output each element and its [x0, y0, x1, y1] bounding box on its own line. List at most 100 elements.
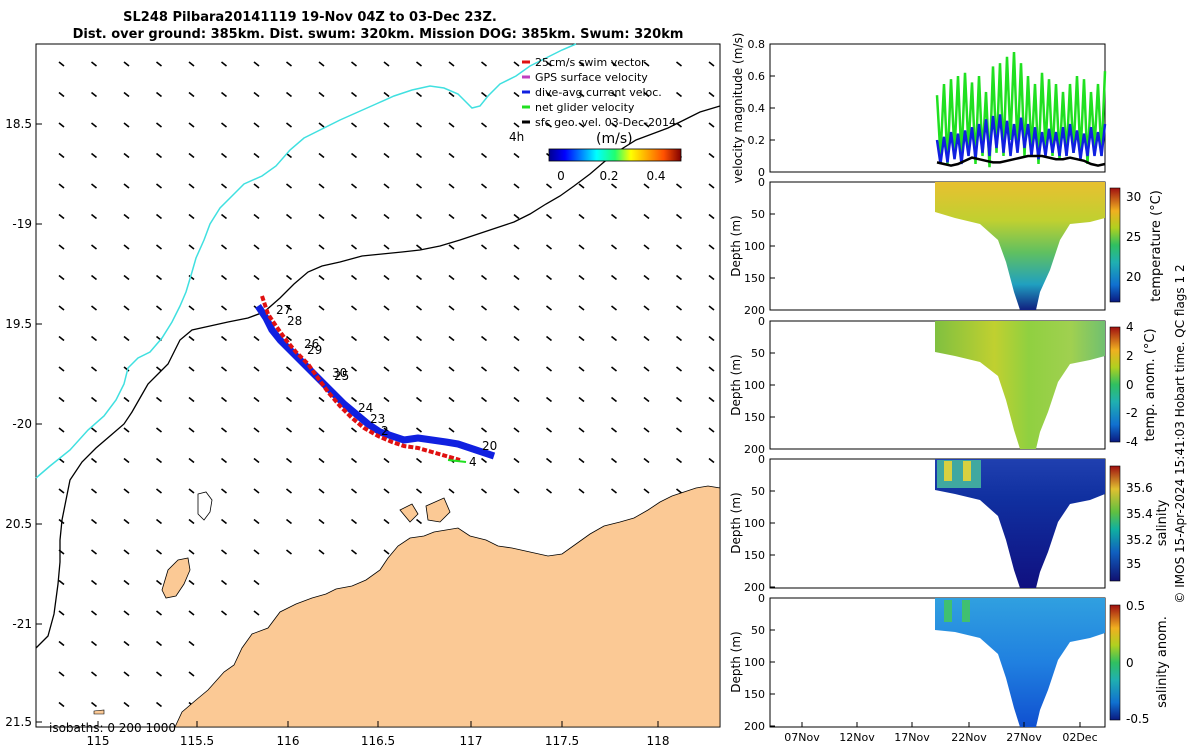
sfc-velocity-arrow [58, 61, 65, 67]
sfc-velocity-arrow [58, 366, 65, 372]
velocity-series-line [935, 114, 1107, 165]
sfc-velocity-arrow [318, 183, 325, 189]
sfc-velocity-arrow [351, 91, 357, 98]
sfc-velocity-arrow [546, 427, 552, 433]
sfc-velocity-arrow [123, 61, 130, 67]
salinity-anom-green-1 [944, 600, 952, 622]
island-cluster [399, 497, 451, 523]
sfc-velocity-arrow [416, 183, 422, 189]
sfc-velocity-arrow [91, 701, 97, 708]
sfc-velocity-arrow [416, 335, 422, 342]
sfc-velocity-arrow [448, 274, 455, 281]
sfc-velocity-arrow [221, 518, 227, 525]
sfc-velocity-arrow [643, 335, 650, 342]
sfc-velocity-arrow [253, 213, 260, 220]
sfc-velocity-arrow [91, 122, 97, 128]
sfc-velocity-arrow [91, 366, 97, 372]
anom-cb-tick-2: 2 [1126, 349, 1134, 363]
sfc-velocity-arrow [578, 366, 585, 372]
sfc-velocity-arrow [578, 244, 585, 250]
anom-cb-tick-m4: -4 [1126, 435, 1138, 449]
sfc-velocity-arrow [546, 91, 552, 98]
island-large [161, 557, 191, 599]
depth-tick-label: 150 [744, 688, 765, 701]
sfc-velocity-arrow [188, 152, 195, 159]
sfc-velocity-arrow [156, 518, 162, 525]
sfc-velocity-arrow [286, 91, 292, 98]
sfc-velocity-arrow [448, 335, 455, 342]
sfc-velocity-arrow [91, 396, 97, 403]
salinity-anom-ylabel: Depth (m) [729, 631, 743, 692]
sfc-velocity-arrow [643, 183, 650, 189]
sfc-velocity-arrow [286, 213, 292, 220]
sfc-velocity-arrow [286, 305, 292, 311]
sfc-velocity-arrow [481, 91, 487, 98]
sfc-velocity-arrow [611, 366, 617, 372]
sfc-velocity-arrow [546, 61, 552, 67]
map-y-tick-label: 20.5 [5, 517, 32, 531]
sfc-velocity-arrow [708, 91, 715, 98]
map-y-tick-label: -21 [12, 617, 32, 631]
colorbar-tick-2: 0.4 [646, 169, 665, 183]
colorbar-tick-0: 0 [557, 169, 565, 183]
sfc-velocity-arrow [481, 213, 487, 220]
sfc-velocity-arrow [643, 91, 650, 98]
sfc-velocity-arrow [676, 91, 682, 98]
sfc-velocity-arrow [351, 427, 357, 433]
sfc-velocity-arrow [643, 396, 650, 403]
sfc-velocity-arrow [253, 610, 260, 616]
sfc-velocity-arrow [611, 122, 617, 128]
sfc-velocity-arrow [91, 244, 97, 250]
sfc-velocity-arrow [58, 610, 65, 616]
sfc-velocity-arrow [416, 91, 422, 98]
salinity-panel: salinity 35.6 35.4 35.2 35 Depth (m) [729, 458, 1170, 589]
sfc-velocity-arrow [416, 213, 422, 220]
sfc-velocity-arrow [318, 335, 325, 342]
sfc-velocity-arrow [123, 488, 130, 494]
colorbar-tick-1: 0.2 [599, 169, 618, 183]
sfc-velocity-arrow [546, 274, 552, 281]
velocity-y-tick-label: 0 [758, 166, 765, 179]
sfc-velocity-arrow [481, 152, 487, 159]
map-axis-ticks: 115 115.5 116 116.5 117 117.5 118 18.5 -19 19.5 -2… [5, 117, 669, 748]
sfc-velocity-arrow [611, 396, 617, 403]
map-x-tick-label: 115 [87, 734, 110, 748]
sfc-velocity-arrow [221, 579, 227, 586]
depth-tick-label: 150 [744, 411, 765, 424]
sfc-velocity-arrow [383, 335, 390, 342]
sfc-velocity-arrow [318, 396, 325, 403]
sfc-velocity-arrow [676, 366, 682, 372]
sfc-velocity-arrow [546, 305, 552, 311]
sfc-velocity-arrow [546, 335, 552, 342]
sfc-velocity-arrow [91, 488, 97, 494]
velocity-series-line [935, 51, 1107, 168]
sfc-velocity-arrow [383, 61, 390, 67]
sfc-velocity-arrow [513, 305, 520, 311]
credit-text: © IMOS 15-Apr-2024 15:41:03 Hobart time.… [1173, 264, 1187, 603]
sfc-velocity-arrow [58, 244, 65, 250]
depth-tick-label: 100 [744, 240, 765, 253]
sfc-velocity-arrow [156, 91, 162, 98]
sfc-geo-velocity-arrows [58, 61, 715, 708]
sfc-velocity-arrow [58, 274, 65, 281]
sfc-velocity-arrow [481, 457, 487, 464]
track-blue-dive-avg [255, 304, 496, 460]
sfc-velocity-arrow [123, 457, 130, 464]
salinity-colorbar [1109, 465, 1121, 582]
island-tiny [93, 709, 105, 715]
isobaths-label: isobaths: 0 200 1000 [49, 721, 176, 735]
sfc-velocity-arrow [513, 183, 520, 189]
sfc-velocity-arrow [156, 427, 162, 433]
map-x-tick-label: 117.5 [545, 734, 579, 748]
sfc-velocity-arrow [123, 579, 130, 586]
sfc-velocity-arrow [448, 91, 455, 98]
sfc-velocity-arrow [546, 396, 552, 403]
map-y-tick-label: -20 [12, 417, 32, 431]
sfc-velocity-arrow [513, 396, 520, 403]
sfc-velocity-arrow [383, 488, 390, 494]
sfc-velocity-arrow [578, 335, 585, 342]
sfc-velocity-arrow [708, 274, 715, 281]
sfc-velocity-arrow [253, 244, 260, 250]
sfc-velocity-arrow [578, 427, 585, 433]
